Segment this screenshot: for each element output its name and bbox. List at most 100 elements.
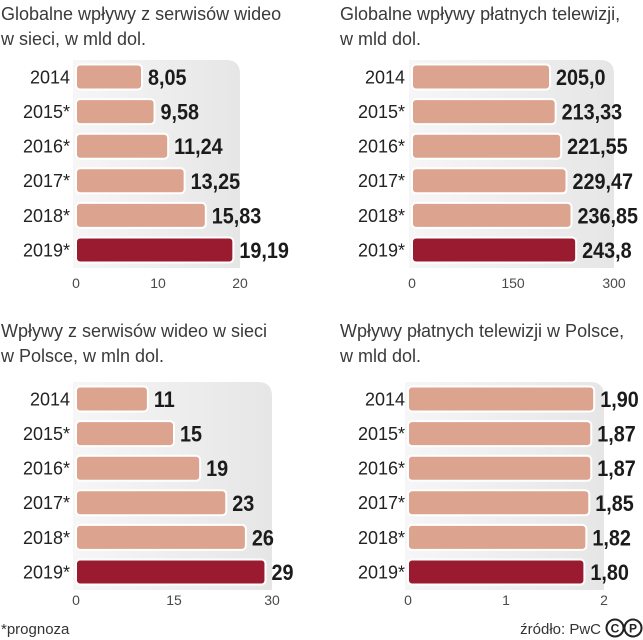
chart-4-value-label-2015: 1,87 <box>597 423 636 447</box>
chart-1-value-label-2019: 19,19 <box>239 239 289 263</box>
chart-2-category-label-2016: 2016* <box>358 137 405 157</box>
chart-1-category-label-2018: 2018* <box>23 206 70 226</box>
chart-2-bar-2019 <box>411 236 578 264</box>
logo-letter-1: C <box>611 621 620 635</box>
chart-3-title-line-2: w Polsce, w mln dol. <box>0 346 164 366</box>
chart-2-bar-2014 <box>411 63 552 91</box>
chart-2-value-label-2015: 213,33 <box>562 101 623 125</box>
chart-3-category-label-2014: 2014 <box>30 389 70 409</box>
chart-4-category-label-2015: 2015* <box>358 424 405 444</box>
chart-1-category-label-2019: 2019* <box>23 240 70 260</box>
chart-2-bar-2016 <box>411 132 563 160</box>
chart-4-value-label-2014: 1,90 <box>600 388 639 412</box>
chart-4-value-label-2017: 1,85 <box>595 492 634 516</box>
chart-3-value-label-2016: 19 <box>206 457 228 481</box>
chart-1-tick-label-0: 0 <box>72 275 80 291</box>
chart-2-title-line-2: w mld dol. <box>339 29 421 49</box>
logo-letter-2: P <box>629 621 637 635</box>
chart-1-category-label-2014: 2014 <box>30 67 70 87</box>
source-credit: źródło: PwC <box>520 621 601 638</box>
chart-3-value-label-2014: 11 <box>154 388 175 412</box>
chart-2-bar-2017 <box>411 167 568 195</box>
chart-1-bar-2014 <box>75 63 144 91</box>
chart-2-bar-2015 <box>411 98 557 126</box>
chart-1-title-line-2: w sieci, w mld dol. <box>0 29 146 49</box>
chart-3-category-label-2018: 2018* <box>23 528 70 548</box>
chart-1-title-line-1: Globalne wpływy z serwisów wideo <box>1 4 281 24</box>
chart-2-value-label-2018: 236,85 <box>577 204 638 228</box>
chart-2-tick-label-150: 150 <box>501 275 525 291</box>
chart-3-category-label-2015: 2015* <box>23 424 70 444</box>
chart-1-value-label-2018: 15,83 <box>212 204 262 228</box>
chart-3-bar-2018 <box>75 523 247 551</box>
chart-3: Wpływy z serwisów wideo w sieci w Polsce,… <box>0 321 293 608</box>
chart-1-bar-2018 <box>75 201 207 229</box>
chart-2-value-label-2017: 229,47 <box>573 170 634 194</box>
chart-1-category-label-2015: 2015* <box>23 102 70 122</box>
chart-2-value-label-2016: 221,55 <box>567 135 628 159</box>
chart-4-bar-2015 <box>407 420 593 448</box>
chart-3-value-label-2017: 23 <box>232 492 254 516</box>
chart-4-tick-label-0: 0 <box>404 592 412 608</box>
chart-4-tick-label-2: 2 <box>600 592 608 608</box>
chart-4-category-label-2017: 2017* <box>358 493 405 513</box>
chart-4-bar-2014 <box>407 385 596 413</box>
chart-4-category-label-2019: 2019* <box>358 562 405 582</box>
chart-3-bar-2014 <box>75 385 149 413</box>
chart-2-category-label-2015: 2015* <box>358 102 405 122</box>
chart-2-title-line-1: Globalne wpływy płatnych telewizji, <box>340 4 620 24</box>
chart-3-value-label-2015: 15 <box>180 423 202 447</box>
chart-1-tick-label-10: 10 <box>150 275 166 291</box>
chart-1-category-label-2017: 2017* <box>23 171 70 191</box>
chart-4-bar-2018 <box>407 523 588 551</box>
chart-4-tick-label-1: 1 <box>502 592 510 608</box>
chart-3-category-label-2017: 2017* <box>23 493 70 513</box>
chart-4-value-label-2016: 1,87 <box>597 457 636 481</box>
publisher-logo: C P <box>605 618 643 638</box>
chart-2-tick-label-0: 0 <box>408 275 416 291</box>
chart-3-bar-2016 <box>75 454 202 482</box>
chart-3-value-label-2019: 29 <box>271 561 293 585</box>
chart-1-bar-2017 <box>75 167 186 195</box>
chart-2-category-label-2018: 2018* <box>358 206 405 226</box>
chart-3-bar-2019 <box>75 558 267 586</box>
chart-3-category-label-2019: 2019* <box>23 562 70 582</box>
chart-2-category-label-2019: 2019* <box>358 240 405 260</box>
chart-1-value-label-2016: 11,24 <box>174 135 223 159</box>
chart-4-value-label-2018: 1,82 <box>592 526 631 550</box>
footer: *prognoza źródło: PwC C P <box>1 618 643 638</box>
chart-4-category-label-2018: 2018* <box>358 528 405 548</box>
chart-1: Globalne wpływy z serwisów wideo w sieci,… <box>0 4 289 291</box>
chart-3-title-line-1: Wpływy z serwisów wideo w sieci <box>1 321 267 341</box>
chart-2-bar-2018 <box>411 201 573 229</box>
forecast-footnote: *prognoza <box>1 621 70 638</box>
chart-4: Wpływy płatnych telewizji w Polsce, w mld… <box>339 321 639 608</box>
chart-3-bar-2017 <box>75 489 228 517</box>
chart-1-value-label-2014: 8,05 <box>148 66 187 90</box>
chart-2-value-label-2014: 205,0 <box>556 66 606 90</box>
chart-3-category-label-2016: 2016* <box>23 459 70 479</box>
chart-3-bar-2015 <box>75 420 175 448</box>
chart-3-tick-label-15: 15 <box>166 592 182 608</box>
logo-circle-2 <box>623 618 643 638</box>
chart-4-title-line-1: Wpływy płatnych telewizji w Polsce, <box>340 321 624 341</box>
chart-1-category-label-2016: 2016* <box>23 137 70 157</box>
chart-1-value-label-2017: 13,25 <box>191 170 241 194</box>
chart-3-value-label-2018: 26 <box>252 526 274 550</box>
chart-2-value-label-2019: 243,8 <box>582 239 632 263</box>
chart-4-title-line-2: w mld dol. <box>339 346 421 366</box>
chart-1-tick-label-20: 20 <box>232 275 248 291</box>
chart-4-bar-2019 <box>407 558 586 586</box>
chart-1-bar-2019 <box>75 236 235 264</box>
chart-2-tick-label-300: 300 <box>602 275 626 291</box>
chart-4-bar-2017 <box>407 489 591 517</box>
chart-1-value-label-2015: 9,58 <box>161 101 200 125</box>
chart-3-tick-label-0: 0 <box>72 592 80 608</box>
chart-2-category-label-2017: 2017* <box>358 171 405 191</box>
chart-1-bar-2016 <box>75 132 170 160</box>
chart-1-bar-2015 <box>75 98 156 126</box>
chart-4-bar-2016 <box>407 454 593 482</box>
chart-4-category-label-2016: 2016* <box>358 459 405 479</box>
charts-grid: Globalne wpływy z serwisów wideo w sieci,… <box>0 4 639 608</box>
